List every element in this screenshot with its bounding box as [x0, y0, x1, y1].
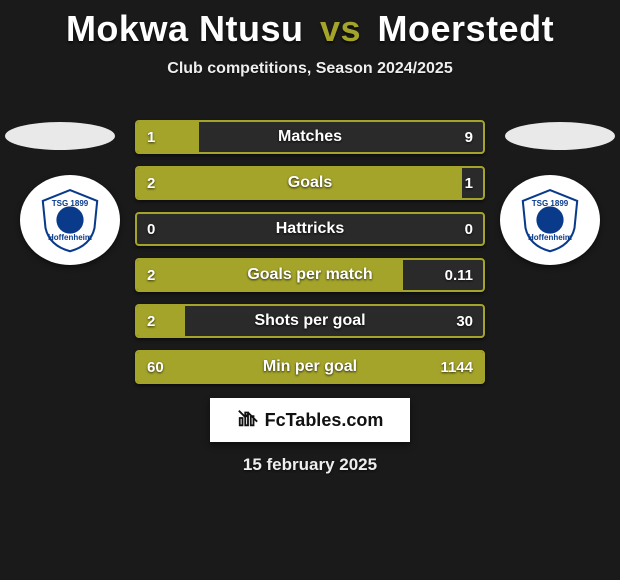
ellipse-decoration-left: [5, 122, 115, 150]
ellipse-decoration-right: [505, 122, 615, 150]
crest-text-top: TSG 1899: [36, 200, 104, 208]
stat-row: 20.11Goals per match: [135, 258, 485, 292]
crest-text-bottom: Hoffenheim: [36, 234, 104, 242]
stat-row: 21Goals: [135, 166, 485, 200]
player1-name: Mokwa Ntusu: [66, 8, 304, 49]
page-title: Mokwa Ntusu vs Moerstedt: [0, 0, 620, 50]
club-crest-left: TSG 1899 Hoffenheim: [36, 186, 104, 254]
stat-row: 230Shots per goal: [135, 304, 485, 338]
stats-container: 19Matches 21Goals 00Hattricks 20.11Goals pe…: [135, 120, 485, 396]
stat-label: Shots per goal: [137, 306, 483, 336]
stat-label: Min per goal: [137, 352, 483, 382]
brand-text: FcTables.com: [265, 410, 384, 431]
stat-row: 601144Min per goal: [135, 350, 485, 384]
crest-text-top: TSG 1899: [516, 200, 584, 208]
subtitle: Club competitions, Season 2024/2025: [0, 60, 620, 78]
player2-name: Moerstedt: [378, 8, 555, 49]
crest-text-bottom: Hoffenheim: [516, 234, 584, 242]
stat-label: Goals per match: [137, 260, 483, 290]
brand-badge: FcTables.com: [210, 398, 410, 442]
stat-row: 19Matches: [135, 120, 485, 154]
date-label: 15 february 2025: [0, 455, 620, 475]
stat-label: Hattricks: [137, 214, 483, 244]
stat-label: Goals: [137, 168, 483, 198]
stat-row: 00Hattricks: [135, 212, 485, 246]
club-badge-right: TSG 1899 Hoffenheim: [500, 175, 600, 265]
club-badge-left: TSG 1899 Hoffenheim: [20, 175, 120, 265]
stat-label: Matches: [137, 122, 483, 152]
chart-icon: [237, 407, 259, 434]
vs-label: vs: [320, 8, 361, 49]
club-crest-right: TSG 1899 Hoffenheim: [516, 186, 584, 254]
